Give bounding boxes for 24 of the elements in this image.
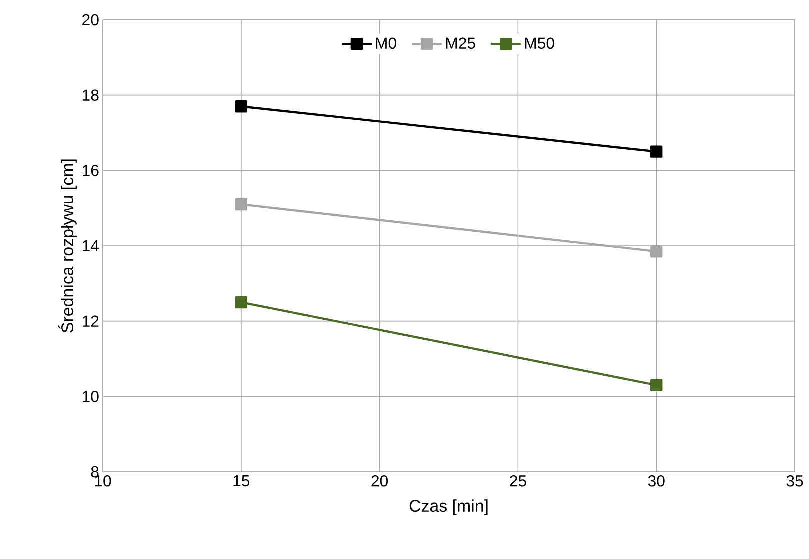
point	[235, 296, 248, 309]
legend-label: M50	[525, 38, 554, 50]
x-tick-label: 10	[95, 476, 112, 487]
legend-label: M0	[376, 38, 396, 50]
point	[235, 100, 248, 113]
y-axis-title: Średnica rozpływu [cm]	[58, 160, 77, 333]
y-tick-label: 18	[82, 90, 99, 101]
point	[235, 198, 248, 211]
x-tick-label: 15	[234, 476, 250, 487]
x-tick-label: 30	[648, 476, 665, 487]
legend-label: M25	[446, 38, 476, 50]
point	[650, 246, 663, 258]
x-tick-label: 35	[786, 476, 804, 487]
y-tick-label: 16	[82, 165, 99, 176]
y-tick-label: 12	[82, 316, 99, 327]
y-tick-label: 14	[82, 240, 100, 252]
point	[650, 379, 663, 392]
x-tick-label: 25	[510, 476, 526, 487]
point	[650, 146, 663, 158]
x-tick-label: 20	[372, 476, 388, 487]
y-tick-label: 8	[91, 466, 99, 478]
y-tick-label: 10	[82, 391, 99, 402]
x-axis-title: Czas [min]	[410, 500, 488, 516]
y-tick-label: 20	[82, 14, 99, 26]
